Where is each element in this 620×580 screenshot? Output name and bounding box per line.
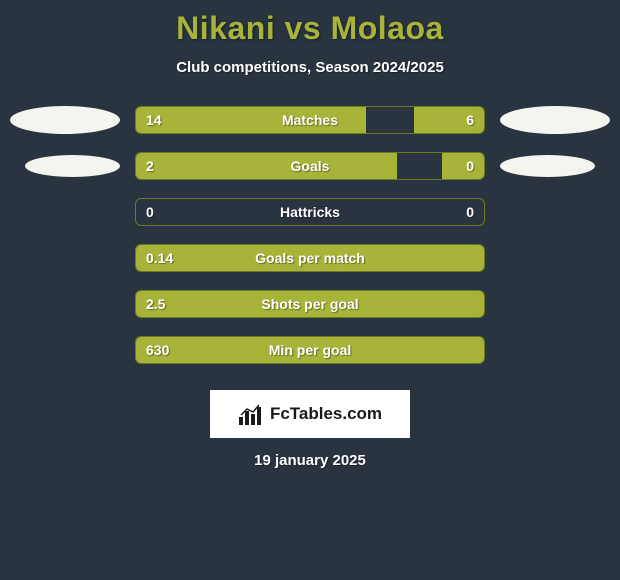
bar-fill-right <box>442 153 484 179</box>
watermark-text: FcTables.com <box>270 404 382 424</box>
stat-bar: 630 Min per goal <box>135 336 485 364</box>
stat-value-right: 6 <box>466 112 474 128</box>
watermark[interactable]: FcTables.com <box>210 390 410 438</box>
stat-bar: 0.14 Goals per match <box>135 244 485 272</box>
stat-value-left: 630 <box>146 342 169 358</box>
stat-row: 2.5 Shots per goal <box>10 290 610 318</box>
stat-value-left: 2 <box>146 158 154 174</box>
stat-label: Min per goal <box>269 342 351 358</box>
player-left-oval <box>25 155 120 177</box>
stat-label: Matches <box>282 112 338 128</box>
stat-value-right: 0 <box>466 158 474 174</box>
bar-fill-left <box>136 153 397 179</box>
player-left-oval <box>10 106 120 134</box>
subtitle: Club competitions, Season 2024/2025 <box>176 59 444 76</box>
stat-row: 14 Matches 6 <box>10 106 610 134</box>
player-right-oval <box>500 155 595 177</box>
stat-value-left: 0.14 <box>146 250 173 266</box>
player-right-oval <box>500 106 610 134</box>
stat-bar: 0 Hattricks 0 <box>135 198 485 226</box>
stat-label: Goals per match <box>255 250 365 266</box>
stat-bar: 14 Matches 6 <box>135 106 485 134</box>
stat-label: Shots per goal <box>261 296 358 312</box>
stat-label: Goals <box>291 158 330 174</box>
bars-icon <box>238 403 264 425</box>
stats-rows: 14 Matches 6 2 Goals 0 0 Hattricks 0 0.14 Goals pe… <box>10 106 610 382</box>
stat-row: 2 Goals 0 <box>10 152 610 180</box>
page-title: Nikani vs Molaoa <box>176 10 444 47</box>
stat-value-right: 0 <box>466 204 474 220</box>
date-label: 19 january 2025 <box>254 452 366 469</box>
comparison-widget: Nikani vs Molaoa Club competitions, Seas… <box>0 0 620 469</box>
stat-value-left: 0 <box>146 204 154 220</box>
stat-bar: 2.5 Shots per goal <box>135 290 485 318</box>
stat-row: 0 Hattricks 0 <box>10 198 610 226</box>
stat-bar: 2 Goals 0 <box>135 152 485 180</box>
stat-row: 0.14 Goals per match <box>10 244 610 272</box>
stat-label: Hattricks <box>280 204 340 220</box>
stat-value-left: 2.5 <box>146 296 165 312</box>
stat-row: 630 Min per goal <box>10 336 610 364</box>
stat-value-left: 14 <box>146 112 162 128</box>
